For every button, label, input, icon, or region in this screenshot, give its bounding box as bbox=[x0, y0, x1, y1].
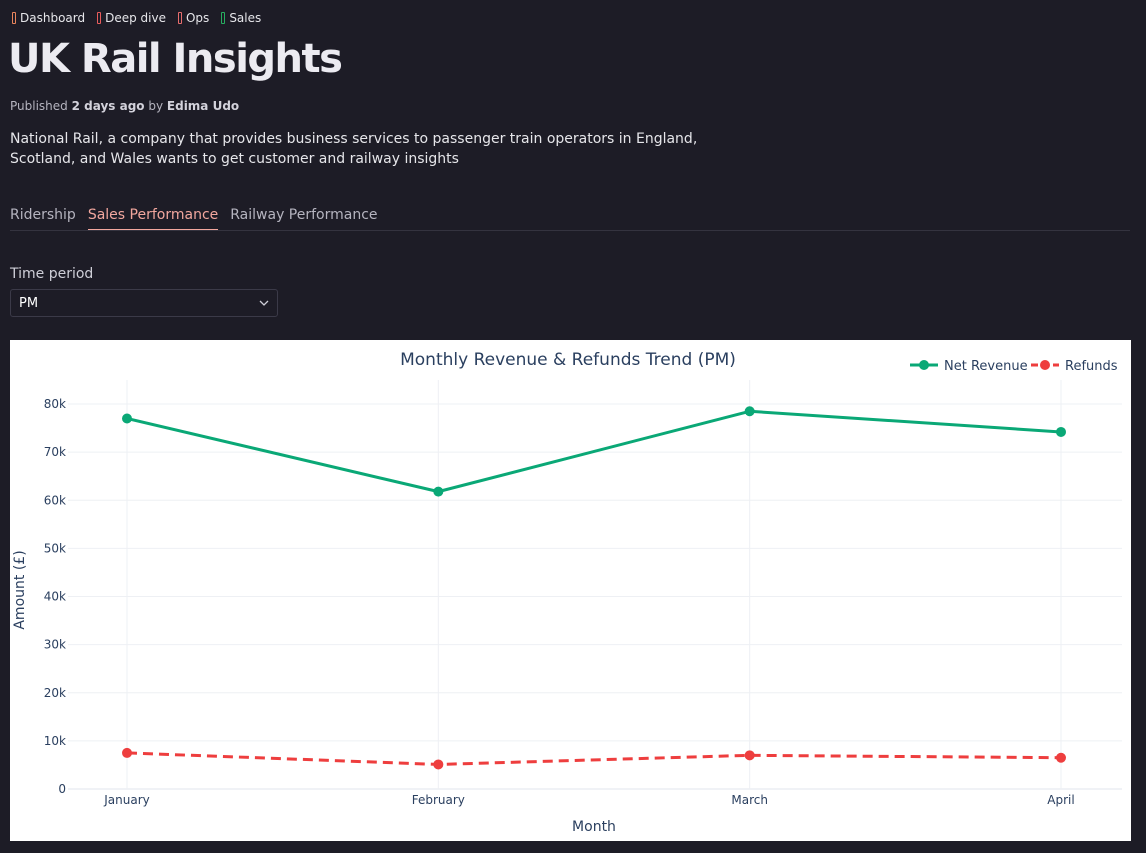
y-tick-label: 40k bbox=[44, 590, 66, 604]
chevron-down-icon bbox=[259, 300, 269, 306]
y-tick-label: 30k bbox=[44, 638, 66, 652]
by-label: by bbox=[148, 99, 164, 113]
tag-label: Ops bbox=[185, 11, 210, 25]
legend-label-net-revenue[interactable]: Net Revenue bbox=[944, 359, 1028, 374]
publish-info: Published 2 days ago by Edima Udo bbox=[10, 99, 239, 113]
tab-ridership[interactable]: Ridership bbox=[10, 207, 76, 223]
data-point-net-revenue[interactable] bbox=[433, 486, 444, 497]
y-tick-label: 80k bbox=[44, 397, 66, 411]
data-point-net-revenue[interactable] bbox=[744, 406, 755, 417]
data-point-refunds[interactable] bbox=[433, 759, 444, 770]
data-point-net-revenue[interactable] bbox=[122, 413, 132, 424]
series-line-net-revenue bbox=[126, 409, 1062, 494]
tab-railway-performance[interactable]: Railway Performance bbox=[230, 207, 378, 223]
published-prefix: Published bbox=[10, 99, 68, 113]
tab-bar: Ridership Sales Performance Railway Perf… bbox=[10, 206, 1130, 231]
data-point-refunds[interactable] bbox=[122, 747, 132, 758]
y-tick-label: 0 bbox=[58, 782, 66, 796]
time-period-value: PM bbox=[19, 295, 39, 311]
author-name[interactable]: Edima Udo bbox=[166, 99, 240, 113]
page-description: National Rail, a company that provides b… bbox=[10, 131, 698, 167]
chart-title: Monthly Revenue & Refunds Trend (PM) bbox=[400, 350, 736, 370]
chart-svg: Monthly Revenue & Refunds Trend (PM) Mon… bbox=[12, 350, 1122, 835]
published-when: 2 days ago bbox=[71, 99, 145, 113]
tag-color-icon bbox=[177, 12, 182, 24]
tag-label: Deep dive bbox=[105, 11, 166, 25]
x-axis-title: Month bbox=[572, 819, 616, 835]
x-tick-label: January bbox=[103, 793, 150, 807]
series-line-refunds bbox=[126, 751, 1062, 766]
tag-label: Sales bbox=[229, 11, 262, 25]
x-tick-label: April bbox=[1047, 793, 1074, 807]
tag-color-icon bbox=[12, 12, 16, 24]
y-tick-label: 10k bbox=[44, 734, 66, 748]
tag-ops[interactable]: Ops bbox=[177, 11, 210, 25]
data-point-net-revenue[interactable] bbox=[1056, 426, 1066, 437]
tag-sales[interactable]: Sales bbox=[221, 11, 261, 25]
time-period-select[interactable]: PM bbox=[10, 289, 278, 317]
tag-color-icon bbox=[221, 12, 226, 24]
y-tick-label: 60k bbox=[44, 493, 66, 507]
tag-dashboard[interactable]: Dashboard bbox=[12, 11, 85, 25]
tag-deep-dive[interactable]: Deep dive bbox=[97, 11, 166, 25]
legend-label-refunds[interactable]: Refunds bbox=[1065, 359, 1118, 374]
y-tick-label: 20k bbox=[44, 686, 66, 700]
y-axis-title: Amount (£) bbox=[12, 550, 28, 629]
page-title: UK Rail Insights bbox=[8, 36, 343, 82]
x-tick-label: February bbox=[412, 793, 465, 807]
revenue-refunds-chart: Monthly Revenue & Refunds Trend (PM) Mon… bbox=[10, 340, 1131, 841]
data-point-refunds[interactable] bbox=[744, 750, 755, 761]
data-point-refunds[interactable] bbox=[1056, 752, 1066, 763]
tag-label: Dashboard bbox=[20, 11, 86, 25]
legend-marker-net-revenue[interactable] bbox=[919, 360, 929, 370]
x-tick-label: March bbox=[731, 793, 768, 807]
y-tick-label: 70k bbox=[44, 445, 66, 459]
tag-color-icon bbox=[97, 12, 102, 24]
tab-sales-performance[interactable]: Sales Performance bbox=[87, 206, 219, 230]
legend-marker-refunds[interactable] bbox=[1040, 360, 1050, 370]
time-period-label: Time period bbox=[10, 266, 94, 282]
tag-list: Dashboard Deep dive Ops Sales bbox=[12, 11, 261, 25]
y-tick-label: 50k bbox=[44, 541, 66, 555]
